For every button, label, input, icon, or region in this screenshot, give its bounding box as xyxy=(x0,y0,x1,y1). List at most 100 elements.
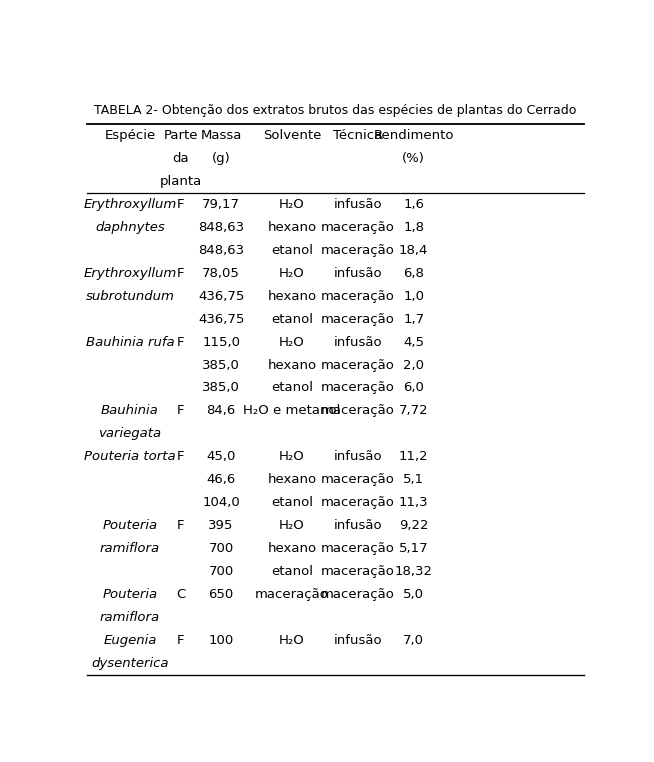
Text: maceração: maceração xyxy=(321,358,395,372)
Text: F: F xyxy=(177,634,184,647)
Text: 5,1: 5,1 xyxy=(403,473,424,486)
Text: 436,75: 436,75 xyxy=(198,290,245,303)
Text: 700: 700 xyxy=(209,543,233,555)
Text: ramiflora: ramiflora xyxy=(100,611,160,624)
Text: variegata: variegata xyxy=(98,427,162,440)
Text: F: F xyxy=(177,267,184,280)
Text: 700: 700 xyxy=(209,565,233,578)
Text: Massa: Massa xyxy=(200,129,242,142)
Text: H₂O: H₂O xyxy=(279,197,305,210)
Text: 1,0: 1,0 xyxy=(404,290,424,303)
Text: dysenterica: dysenterica xyxy=(91,658,169,671)
Text: (g): (g) xyxy=(212,152,230,165)
Text: 78,05: 78,05 xyxy=(202,267,240,280)
Text: 1,7: 1,7 xyxy=(403,312,424,325)
Text: infusão: infusão xyxy=(334,520,383,533)
Text: 45,0: 45,0 xyxy=(207,450,236,463)
Text: planta: planta xyxy=(160,174,201,187)
Text: Erythroxyllum: Erythroxyllum xyxy=(83,267,177,280)
Text: (%): (%) xyxy=(402,152,425,165)
Text: 9,22: 9,22 xyxy=(399,520,428,533)
Text: 395: 395 xyxy=(209,520,234,533)
Text: 848,63: 848,63 xyxy=(198,244,244,257)
Text: H₂O: H₂O xyxy=(279,450,305,463)
Text: H₂O e metanol: H₂O e metanol xyxy=(243,405,341,418)
Text: etanol: etanol xyxy=(271,244,313,257)
Text: F: F xyxy=(177,197,184,210)
Text: 436,75: 436,75 xyxy=(198,312,245,325)
Text: 18,32: 18,32 xyxy=(395,565,433,578)
Text: maceração: maceração xyxy=(321,382,395,395)
Text: 79,17: 79,17 xyxy=(202,197,240,210)
Text: etanol: etanol xyxy=(271,312,313,325)
Text: Pouteria: Pouteria xyxy=(102,520,158,533)
Text: 7,72: 7,72 xyxy=(399,405,428,418)
Text: 84,6: 84,6 xyxy=(207,405,235,418)
Text: Bauhinia rufa: Bauhinia rufa xyxy=(86,335,174,348)
Text: infusão: infusão xyxy=(334,267,383,280)
Text: maceração: maceração xyxy=(321,290,395,303)
Text: Eugenia: Eugenia xyxy=(103,634,156,647)
Text: F: F xyxy=(177,405,184,418)
Text: 1,6: 1,6 xyxy=(404,197,424,210)
Text: 104,0: 104,0 xyxy=(202,496,240,509)
Text: 7,0: 7,0 xyxy=(404,634,424,647)
Text: 46,6: 46,6 xyxy=(207,473,235,486)
Text: maceração: maceração xyxy=(321,565,395,578)
Text: subrotundum: subrotundum xyxy=(86,290,175,303)
Text: 6,8: 6,8 xyxy=(404,267,424,280)
Text: F: F xyxy=(177,520,184,533)
Text: 6,0: 6,0 xyxy=(404,382,424,395)
Text: Erythroxyllum: Erythroxyllum xyxy=(83,197,177,210)
Text: 4,5: 4,5 xyxy=(404,335,424,348)
Text: 385,0: 385,0 xyxy=(202,358,240,372)
Text: maceração: maceração xyxy=(321,221,395,234)
Text: Pouteria: Pouteria xyxy=(102,588,158,601)
Text: maceração: maceração xyxy=(321,244,395,257)
Text: hexano: hexano xyxy=(267,473,317,486)
Text: TABELA 2- Obtenção dos extratos brutos das espécies de plantas do Cerrado: TABELA 2- Obtenção dos extratos brutos d… xyxy=(94,104,576,117)
Text: daphnytes: daphnytes xyxy=(95,221,165,234)
Text: 848,63: 848,63 xyxy=(198,221,244,234)
Text: infusão: infusão xyxy=(334,450,383,463)
Text: ramiflora: ramiflora xyxy=(100,543,160,555)
Text: etanol: etanol xyxy=(271,496,313,509)
Text: infusão: infusão xyxy=(334,335,383,348)
Text: Espécie: Espécie xyxy=(104,129,156,142)
Text: maceração: maceração xyxy=(255,588,329,601)
Text: Bauhinia: Bauhinia xyxy=(101,405,159,418)
Text: maceração: maceração xyxy=(321,312,395,325)
Text: etanol: etanol xyxy=(271,565,313,578)
Text: 115,0: 115,0 xyxy=(202,335,240,348)
Text: infusão: infusão xyxy=(334,197,383,210)
Text: Solvente: Solvente xyxy=(263,129,321,142)
Text: H₂O: H₂O xyxy=(279,267,305,280)
Text: Pouteria torta: Pouteria torta xyxy=(84,450,176,463)
Text: hexano: hexano xyxy=(267,358,317,372)
Text: maceração: maceração xyxy=(321,473,395,486)
Text: etanol: etanol xyxy=(271,382,313,395)
Text: Parte: Parte xyxy=(164,129,198,142)
Text: hexano: hexano xyxy=(267,290,317,303)
Text: infusão: infusão xyxy=(334,634,383,647)
Text: C: C xyxy=(176,588,185,601)
Text: H₂O: H₂O xyxy=(279,634,305,647)
Text: F: F xyxy=(177,450,184,463)
Text: 18,4: 18,4 xyxy=(399,244,428,257)
Text: da: da xyxy=(172,152,189,165)
Text: hexano: hexano xyxy=(267,221,317,234)
Text: 1,8: 1,8 xyxy=(404,221,424,234)
Text: 100: 100 xyxy=(209,634,233,647)
Text: 5,0: 5,0 xyxy=(404,588,424,601)
Text: 5,17: 5,17 xyxy=(399,543,428,555)
Text: F: F xyxy=(177,335,184,348)
Text: 11,2: 11,2 xyxy=(399,450,428,463)
Text: hexano: hexano xyxy=(267,543,317,555)
Text: Rendimento: Rendimento xyxy=(373,129,454,142)
Text: 2,0: 2,0 xyxy=(404,358,424,372)
Text: Técnica: Técnica xyxy=(334,129,383,142)
Text: 11,3: 11,3 xyxy=(399,496,428,509)
Text: maceração: maceração xyxy=(321,496,395,509)
Text: maceração: maceração xyxy=(321,543,395,555)
Text: 385,0: 385,0 xyxy=(202,382,240,395)
